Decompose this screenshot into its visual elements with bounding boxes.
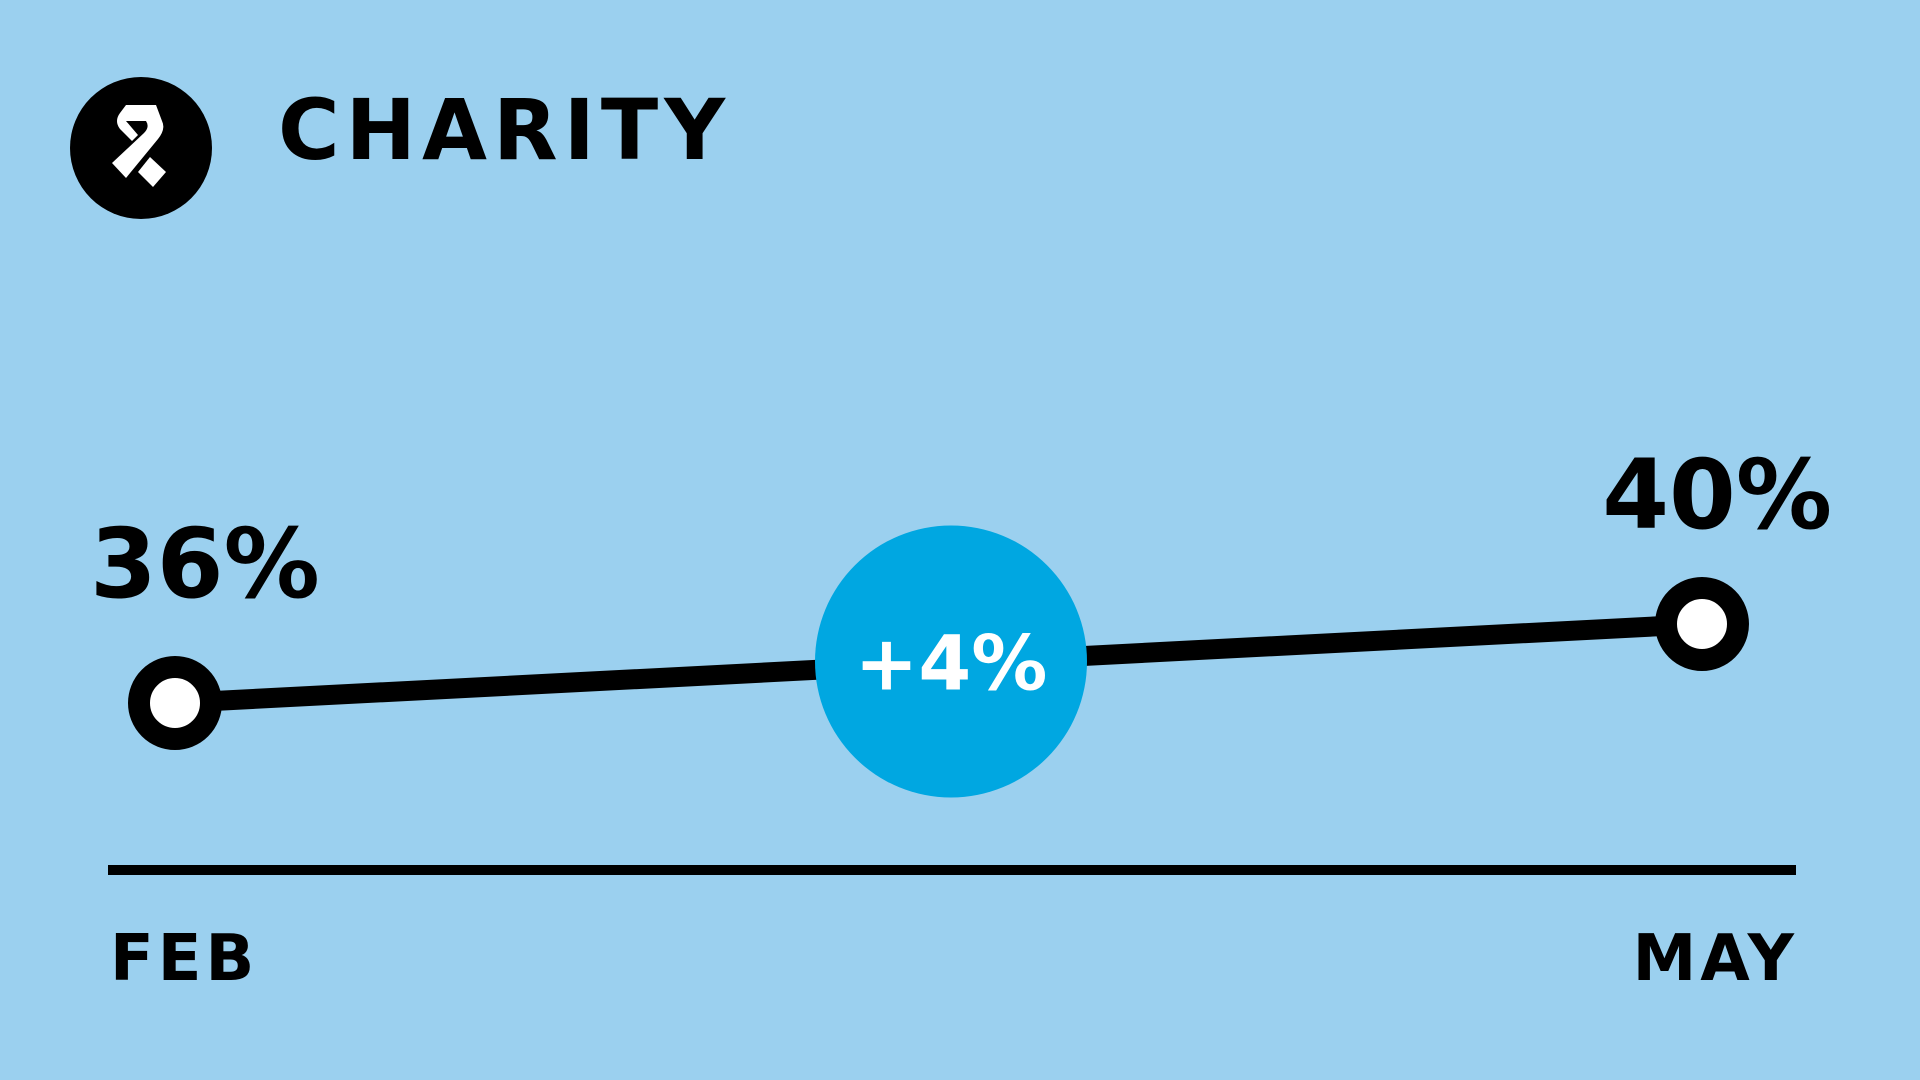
ribbon-icon [70, 77, 212, 219]
data-point-center [1689, 611, 1715, 637]
page-title: CHARITY [278, 81, 732, 179]
change-badge: +4% [815, 525, 1087, 798]
value-label-may: 40% [1602, 439, 1832, 551]
x-tick-label-may: MAY [1633, 922, 1798, 996]
change-label: +4% [855, 619, 1048, 708]
value-label-feb: 36% [90, 508, 320, 620]
data-point-center [162, 690, 188, 716]
x-tick-label-feb: FEB [110, 922, 258, 996]
